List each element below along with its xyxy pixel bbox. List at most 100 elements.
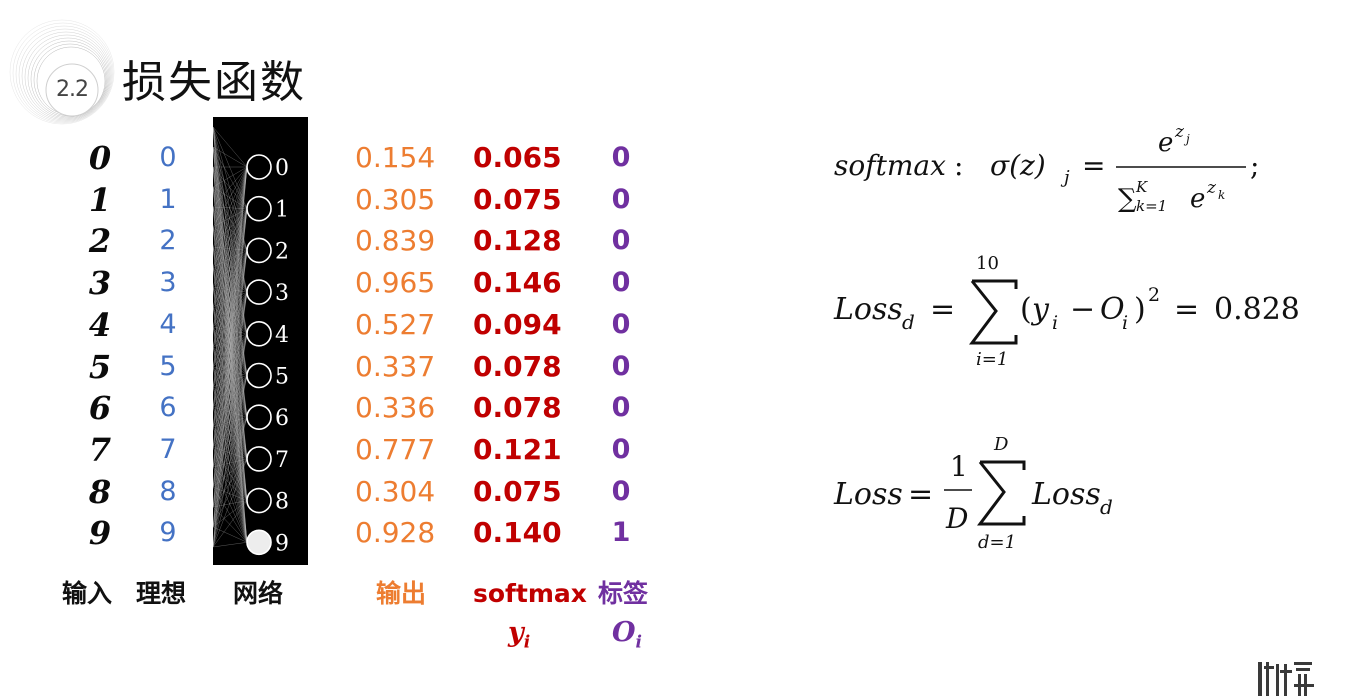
softmax-den-sum: ∑ — [1118, 184, 1137, 214]
softmax-var-letter: y — [508, 617, 524, 648]
caption-network: 网络 — [233, 579, 284, 608]
label-var-sub: i — [635, 632, 642, 653]
handwritten-digit: 1 — [88, 180, 112, 219]
loss-d-o: O — [1100, 292, 1125, 327]
label-value: 0 — [611, 433, 631, 465]
softmax-value: 0.075 — [473, 182, 562, 216]
softmax-den-sup-sub: k — [1218, 188, 1225, 202]
output-value: 0.304 — [355, 474, 436, 508]
softmax-var-sub: i — [523, 632, 531, 653]
loss-d-lhs: Loss — [833, 292, 903, 327]
loss-upper: D — [993, 434, 1009, 455]
svg-text:=: = — [1082, 149, 1105, 182]
softmax-den-sup: z — [1206, 178, 1217, 198]
network-node — [246, 195, 272, 222]
loss-d-y-sub: i — [1052, 312, 1058, 334]
softmax-num: e — [1158, 128, 1173, 158]
ideal-value: 4 — [159, 308, 177, 340]
loss-body: Loss — [1031, 477, 1101, 512]
network-node — [246, 154, 272, 180]
network-node-label: 8 — [275, 490, 289, 515]
softmax-den-e: e — [1190, 184, 1205, 214]
output-value: 0.154 — [355, 141, 436, 174]
network-node — [246, 487, 272, 514]
label-var-letter: O — [612, 617, 636, 648]
softmax-formula: softmax : σ(z) j = e z j ∑ K k=1 e z k ; — [834, 122, 1259, 215]
label-value: 0 — [611, 392, 631, 424]
label-value: 1 — [611, 517, 631, 549]
loss-frac-num: 1 — [950, 450, 968, 483]
handwritten-digit: 0 — [88, 139, 112, 177]
softmax-value: 0.065 — [473, 141, 562, 174]
svg-text:=: = — [1174, 292, 1199, 327]
network-node-label: 9 — [275, 531, 289, 556]
section-badge: 2.2 — [6, 16, 118, 128]
output-value: 0.928 — [355, 516, 436, 550]
caption-output: 输出 — [376, 579, 427, 608]
network-node — [246, 237, 272, 264]
loss-d-open: ( — [1020, 292, 1032, 327]
softmax-prefix: softmax — [834, 149, 946, 182]
network-node-label: 0 — [275, 156, 289, 181]
swirl-ring-icon — [9, 19, 115, 125]
output-value: 0.965 — [355, 266, 436, 300]
ideal-value: 9 — [159, 517, 177, 549]
softmax-sub: j — [1060, 167, 1070, 188]
ideal-value: 7 — [159, 433, 177, 465]
handwritten-digit: 5 — [88, 347, 112, 386]
caption-label: 标签 — [598, 579, 649, 608]
network-node-label: 7 — [275, 448, 289, 473]
handwritten-digit: 3 — [88, 264, 112, 303]
page-title: 损失函数 — [122, 57, 306, 108]
network-node — [246, 446, 272, 472]
ideal-value: 2 — [159, 225, 177, 257]
network-node-label: 5 — [275, 365, 289, 390]
loss-lower: d=1 — [978, 532, 1016, 553]
softmax-den-lower: k=1 — [1136, 197, 1167, 215]
loss-d-minus: − — [1070, 292, 1095, 327]
label-value: 0 — [611, 267, 631, 299]
handwritten-digit: 9 — [88, 514, 112, 553]
corner-logo-icon — [1256, 660, 1316, 699]
network-panel: 0 1 2 3 4 5 6 7 8 9 — [213, 117, 308, 565]
ideal-value: 0 — [159, 142, 177, 173]
loss-body-sub: d — [1100, 495, 1113, 519]
softmax-value: 0.140 — [473, 516, 562, 550]
network-diagram: 0 1 2 3 4 5 6 7 8 9 — [213, 126, 289, 556]
handwritten-digit: 7 — [88, 430, 112, 469]
loss-d-sub: d — [902, 310, 915, 334]
caption-input: 输入 — [62, 579, 113, 608]
softmax-sigma: σ(z) — [990, 149, 1046, 182]
loss-d-lower: i=1 — [976, 349, 1008, 370]
softmax-variable: yi — [508, 616, 530, 659]
caption-ideal: 理想 — [136, 579, 187, 608]
softmax-value: 0.078 — [473, 349, 562, 383]
output-value: 0.336 — [355, 391, 436, 425]
network-node — [246, 404, 272, 431]
loss-formula: Loss = 1 D D d=1 Loss d — [833, 434, 1113, 553]
softmax-value: 0.121 — [473, 432, 562, 466]
ideal-value: 8 — [159, 475, 177, 507]
loss-d-close: ) — [1134, 292, 1146, 327]
handwritten-digit: 8 — [88, 472, 112, 511]
loss-lhs: Loss — [833, 477, 903, 512]
output-value: 0.777 — [355, 432, 436, 466]
network-node-label: 2 — [275, 239, 289, 264]
softmax-value: 0.078 — [473, 391, 562, 425]
output-value: 0.839 — [355, 224, 436, 258]
label-value: 0 — [611, 308, 631, 340]
label-variable: Oi — [612, 616, 642, 659]
handwritten-digit: 4 — [88, 305, 112, 344]
loss-d-y: y — [1030, 292, 1050, 327]
softmax-num-sup-sub: j — [1183, 132, 1190, 146]
softmax-value: 0.146 — [473, 266, 562, 300]
output-value: 0.337 — [355, 349, 436, 383]
softmax-value: 0.094 — [473, 307, 562, 341]
handwritten-digit: 6 — [88, 389, 112, 428]
softmax-value: 0.075 — [473, 474, 562, 508]
softmax-value: 0.128 — [473, 224, 562, 258]
loss-d-pow: 2 — [1148, 284, 1160, 306]
network-node-label: 3 — [275, 281, 289, 306]
network-node — [246, 529, 272, 556]
svg-text:;: ; — [1250, 149, 1259, 182]
